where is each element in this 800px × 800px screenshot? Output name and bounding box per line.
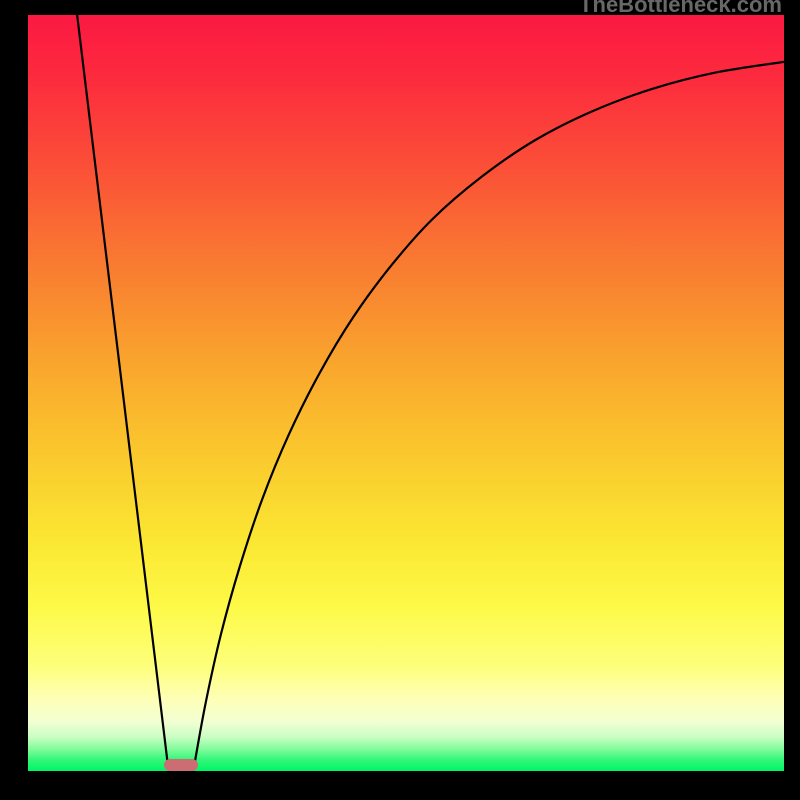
watermark-text: TheBottleneck.com bbox=[579, 0, 782, 18]
bottleneck-marker bbox=[164, 759, 198, 771]
plot-area bbox=[28, 15, 784, 771]
gradient-and-curve bbox=[28, 15, 784, 771]
